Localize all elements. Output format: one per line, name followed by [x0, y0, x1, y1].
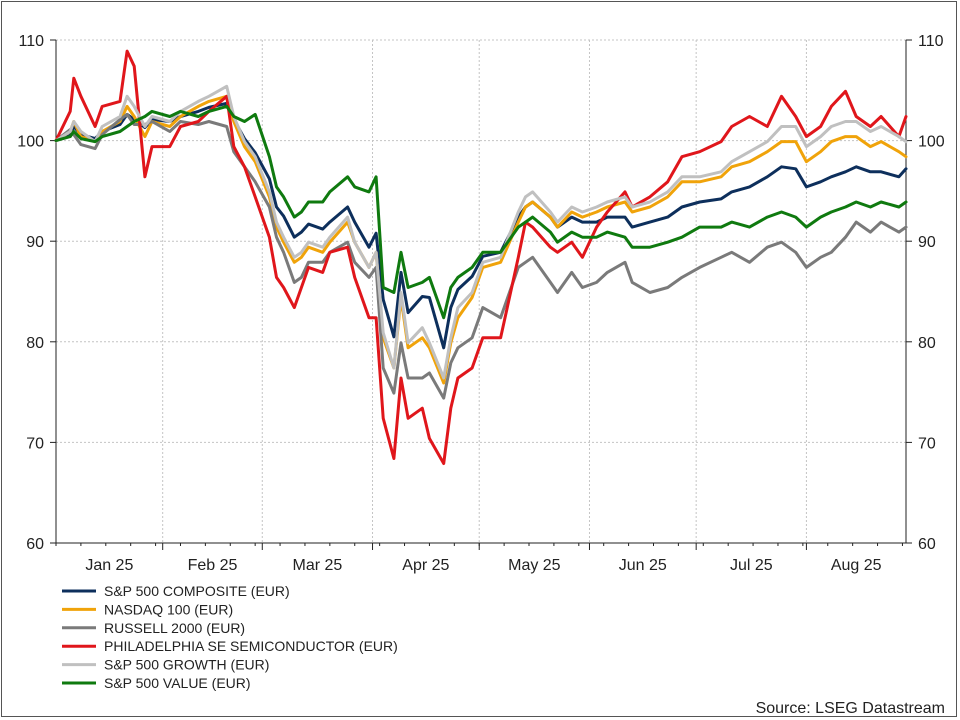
y-tick-label-right: 60: [918, 536, 936, 553]
legend-label: RUSSELL 2000 (EUR): [104, 620, 245, 636]
legend-label: S&P 500 VALUE (EUR): [104, 675, 251, 691]
x-tick-label: May 25: [508, 557, 561, 574]
y-tick-label-right: 100: [918, 134, 945, 151]
y-tick-label-right: 90: [918, 234, 936, 251]
series-line-4: [54, 49, 908, 465]
legend-label: NASDAQ 100 (EUR): [104, 601, 233, 617]
x-tick-label: Jun 25: [619, 557, 667, 574]
axes-layer: 60 60 70 70 80 80 90 90 100 100 110 110 Jan 25 Feb 25…: [17, 33, 945, 574]
y-tick-label-right: 80: [918, 335, 936, 352]
x-tick-label: Apr 25: [402, 557, 449, 574]
series-line-5: [54, 84, 908, 380]
legend: S&P 500 COMPOSITE (EUR) NASDAQ 100 (EUR) R…: [62, 583, 398, 691]
source-note: Source: LSEG Datastream: [756, 700, 945, 717]
y-tick-label-right: 70: [918, 435, 936, 452]
y-tick-label-left: 70: [26, 435, 44, 452]
legend-label: S&P 500 COMPOSITE (EUR): [104, 583, 290, 599]
series-layer: [54, 49, 908, 465]
y-tick-label-left: 90: [26, 234, 44, 251]
y-tick-label-right: 110: [918, 33, 944, 50]
x-tick-label: Jul 25: [730, 557, 773, 574]
x-tick-label: Feb 25: [188, 557, 238, 574]
legend-label: PHILADELPHIA SE SEMICONDUCTOR (EUR): [104, 638, 398, 654]
y-tick-label-left: 100: [17, 134, 44, 151]
series-line-6: [54, 104, 908, 320]
x-tick-label: Mar 25: [293, 557, 343, 574]
legend-label: S&P 500 GROWTH (EUR): [104, 657, 269, 673]
series-line-3: [54, 112, 908, 400]
x-tick-label: Jan 25: [85, 557, 133, 574]
y-tick-label-left: 110: [18, 33, 44, 50]
y-tick-label-left: 60: [26, 536, 44, 553]
y-tick-label-left: 80: [26, 335, 44, 352]
series-line-2: [54, 94, 908, 385]
x-tick-label: Aug 25: [831, 557, 882, 574]
